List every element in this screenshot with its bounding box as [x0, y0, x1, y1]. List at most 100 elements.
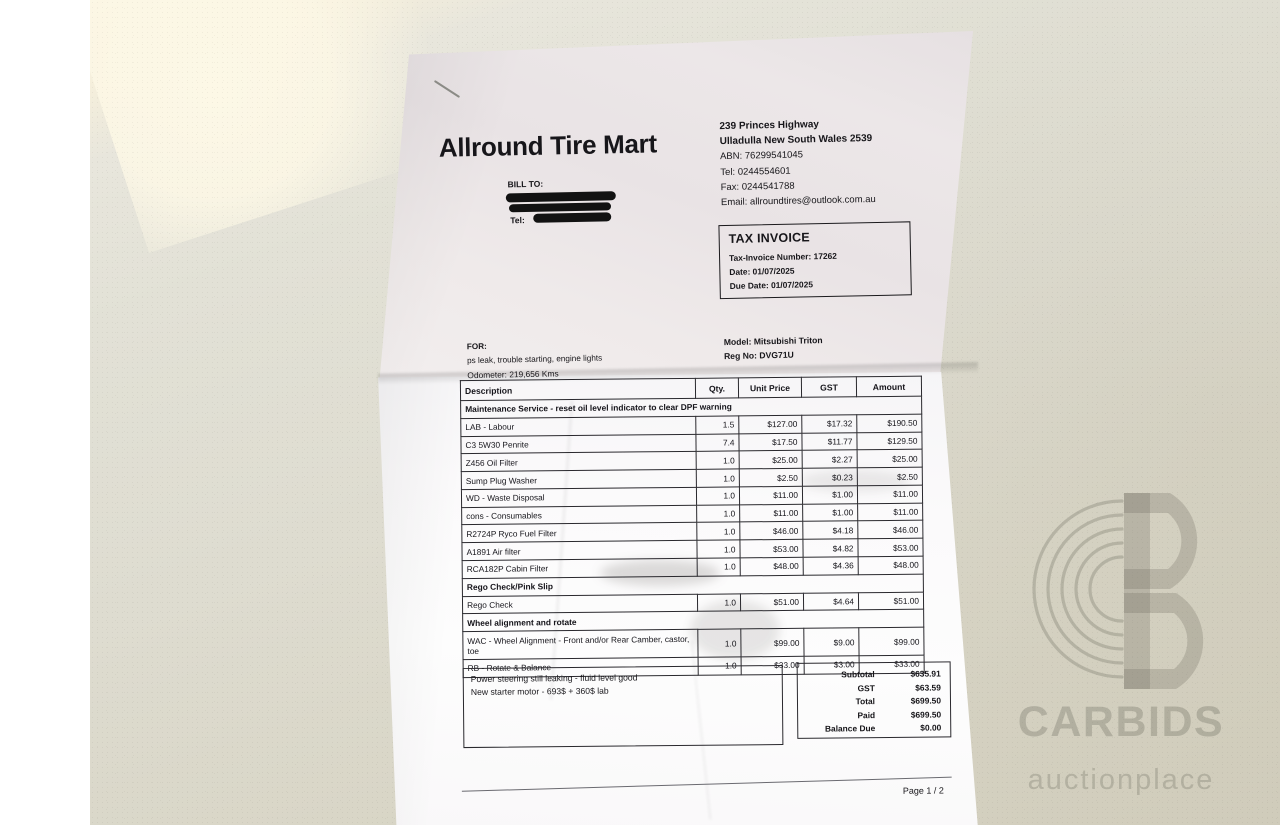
invoice-paper-lower-half	[378, 372, 978, 825]
address-fax: Fax: 0244541788	[720, 180, 795, 193]
vehicle-details: Model: Mitsubishi Triton Reg No: DVG71U	[724, 333, 823, 363]
column-header-desc: Description	[460, 378, 696, 401]
cell-desc: Rego Check	[462, 593, 698, 614]
cell-gst: $11.77	[801, 432, 858, 451]
cell-desc: WAC - Wheel Alignment - Front and/or Rea…	[462, 629, 699, 660]
column-header-num: Qty.	[695, 377, 739, 399]
cell-up: $99.00	[740, 628, 805, 657]
cell-desc: A1891 Air filter	[461, 540, 698, 561]
cell-amt: $53.00	[857, 538, 924, 557]
tax-invoice-title: TAX INVOICE	[728, 230, 810, 246]
cell-num: 1.0	[697, 593, 741, 612]
job-complaint: ps leak, trouble starting, engine lights	[466, 353, 603, 366]
tax-invoice-date: Date: 01/07/2025	[729, 265, 795, 277]
totals-value: $699.50	[910, 709, 942, 720]
cell-desc: LAB - Labour	[460, 416, 696, 437]
page-number: Page 1 / 2	[902, 785, 944, 796]
invoice-header-section: Allround Tire Mart BILL TO: Tel: 239 Pri…	[373, 24, 980, 386]
cell-gst: $9.00	[803, 627, 860, 657]
cell-num: 1.0	[696, 486, 740, 506]
cell-num: 1.5	[695, 415, 739, 434]
totals-value: $63.59	[915, 682, 941, 693]
cell-gst: $17.32	[801, 414, 857, 433]
totals-value: $0.00	[920, 722, 942, 734]
cell-up: $11.00	[739, 503, 803, 523]
cell-num: 1.0	[696, 504, 740, 523]
totals-value: $635.91	[910, 668, 941, 679]
cell-desc: Z456 Oil Filter	[461, 451, 697, 472]
cell-num: 1.0	[696, 469, 740, 488]
cell-num: 1.0	[696, 540, 741, 559]
address-tel: Tel: 0244554601	[720, 165, 791, 178]
cell-up: $51.00	[740, 592, 804, 612]
cell-gst: $0.23	[802, 467, 858, 487]
business-name: Allround Tire Mart	[438, 128, 658, 163]
dirt-smudge	[600, 560, 720, 586]
watermark-brand: CARBIDS	[1017, 698, 1225, 746]
redacted-customer-phone	[533, 212, 612, 223]
footer-rule	[461, 776, 952, 792]
cell-desc: R2724P Ryco Fuel Filter	[461, 522, 697, 543]
job-for-label: FOR:	[466, 341, 487, 352]
cell-desc: C3 5W30 Penrite	[460, 433, 697, 454]
cell-gst: $2.27	[802, 450, 858, 469]
cell-amt: $46.00	[857, 520, 923, 540]
cell-amt: $190.50	[856, 413, 922, 433]
cell-up: $17.50	[738, 432, 803, 452]
cell-gst: $1.00	[802, 485, 858, 504]
redacted-customer-address	[508, 202, 612, 213]
cell-num: 7.4	[695, 433, 740, 452]
watermark-tagline: auctionplace	[1027, 764, 1215, 796]
tax-invoice-due-date: Due Date: 01/07/2025	[729, 279, 814, 291]
totals-row: Balance Due $0.00	[797, 723, 949, 738]
cell-desc: cons - Consumables	[461, 505, 697, 526]
cell-amt: $129.50	[856, 431, 923, 451]
invoice-paper-upper-half	[379, 31, 973, 379]
totals-label: Total	[855, 696, 876, 707]
line-items-table: Description Qty. Unit Price GST Amount Mainte…	[460, 376, 925, 678]
invoice-body-section: Description Qty. Unit Price GST Amount Mainte…	[370, 369, 986, 825]
cell-num: 1.0	[696, 522, 740, 541]
bill-to-tel-label: Tel:	[510, 215, 525, 226]
cell-num: 1.0	[696, 451, 740, 470]
column-header-gst: GST	[801, 376, 857, 398]
bill-to-label: BILL TO:	[507, 178, 544, 190]
cell-amt: $2.50	[857, 467, 923, 486]
cell-num: 1.0	[697, 629, 742, 658]
address-abn: ABN: 76299541045	[719, 149, 804, 163]
cell-amt: $25.00	[857, 449, 923, 468]
vehicle-rego: Reg No: DVG71U	[723, 349, 794, 362]
cell-amt: $99.00	[858, 627, 925, 656]
cell-desc: Sump Plug Washer	[461, 469, 697, 490]
cell-amt: $48.00	[858, 556, 924, 575]
address-email: Email: allroundtires@outlook.com.au	[720, 194, 876, 209]
totals-label: Subtotal	[841, 669, 875, 680]
totals-value: $699.50	[910, 695, 942, 706]
left-white-margin	[0, 0, 90, 825]
cell-up: $46.00	[739, 521, 803, 541]
cell-gst: $4.36	[803, 556, 859, 576]
dirt-smudge	[690, 600, 780, 660]
address-street: 239 Princes Highway	[719, 119, 820, 133]
page-footer: Page 1 / 2	[461, 776, 952, 796]
column-header-up: Unit Price	[738, 377, 802, 398]
cell-desc: RCA182P Cabin Filter	[462, 558, 698, 579]
cell-amt: $11.00	[857, 485, 923, 504]
cell-gst: $4.18	[802, 521, 858, 540]
cell-up: $53.00	[739, 539, 804, 558]
cell-gst: $1.00	[802, 503, 858, 522]
redacted-customer-name	[505, 191, 616, 203]
table-row: WAC - Wheel Alignment - Front and/or Rea…	[462, 627, 925, 660]
cell-up: $127.00	[738, 415, 802, 434]
cell-up: $2.50	[739, 468, 803, 487]
cell-gst: $4.82	[802, 539, 859, 558]
cell-num: 1.0	[697, 557, 741, 577]
cell-up: $25.00	[739, 450, 803, 470]
vehicle-model: Model: Mitsubishi Triton	[723, 335, 823, 348]
cell-desc: WD - Waste Disposal	[461, 487, 697, 508]
totals-label: Paid	[857, 709, 876, 721]
cell-gst: $4.64	[803, 592, 859, 611]
cell-up: $11.00	[739, 486, 803, 505]
address-city-state: Ulladulla New South Wales 2539	[719, 133, 873, 148]
